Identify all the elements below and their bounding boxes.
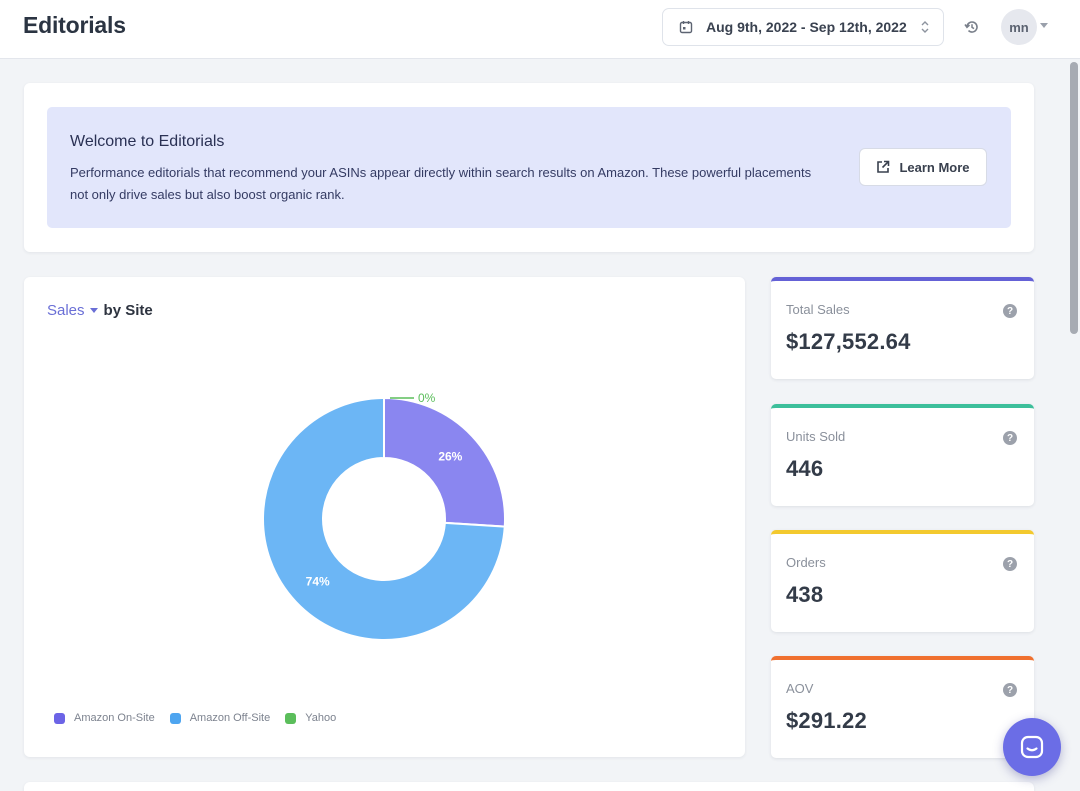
stat-value: 446 — [786, 456, 824, 481]
legend-item-amazon-on-site[interactable]: Amazon On-Site — [54, 712, 155, 724]
stat-card-aov: AOV $291.22? — [771, 656, 1034, 758]
welcome-title: Welcome to Editorials — [70, 133, 225, 150]
stat-label: Orders — [786, 555, 826, 570]
chart-heading: Sales by Site — [47, 302, 153, 319]
stat-label: Units Sold — [786, 429, 846, 444]
learn-more-button[interactable]: Learn More — [859, 148, 987, 186]
slice-label-amazon-on-site: 26% — [438, 450, 462, 464]
stat-value: 438 — [786, 582, 824, 607]
page-title: Editorials — [23, 12, 126, 38]
history-icon[interactable] — [963, 18, 981, 36]
user-avatar[interactable]: mn — [1001, 9, 1037, 45]
donut-slice-amazon-on-site[interactable] — [383, 396, 506, 528]
help-icon[interactable]: ? — [1003, 557, 1017, 571]
chat-launcher-button[interactable] — [1003, 718, 1061, 776]
up-down-chevron-icon — [921, 21, 929, 33]
caret-down-icon[interactable] — [1040, 23, 1048, 28]
chat-launcher-icon — [1020, 735, 1044, 759]
chart-legend: Amazon On-Site Amazon Off-Site Yahoo — [54, 712, 351, 724]
stat-value: $291.22 — [786, 708, 867, 733]
donut-slice-amazon-off-site[interactable] — [262, 396, 506, 641]
date-range-picker[interactable]: Aug 9th, 2022 - Sep 12th, 2022 — [662, 8, 944, 46]
help-icon[interactable]: ? — [1003, 304, 1017, 318]
legend-label: Amazon On-Site — [74, 712, 155, 724]
welcome-banner: Welcome to Editorials Performance editor… — [47, 107, 1011, 228]
legend-label: Yahoo — [305, 712, 337, 724]
stat-label: AOV — [786, 681, 814, 696]
metric-label: Sales — [47, 302, 85, 319]
welcome-description: Performance editorials that recommend yo… — [70, 165, 812, 202]
external-link-icon — [877, 160, 890, 173]
legend-swatch — [54, 712, 65, 724]
caret-down-icon — [89, 308, 98, 313]
legend-item-yahoo[interactable]: Yahoo — [285, 712, 336, 724]
top-header: Editorials Aug 9th, 2022 - Sep 12th, 202… — [0, 0, 1080, 59]
learn-more-label: Learn More — [899, 159, 970, 175]
date-range-text: Aug 9th, 2022 - Sep 12th, 2022 — [706, 19, 907, 35]
calendar-icon — [679, 21, 693, 34]
stat-card-units-sold: Units Sold 446? — [771, 404, 1034, 506]
sales-by-site-card: Sales by Site 26% 74% 0% Amazon On-Site Ama… — [24, 277, 745, 757]
stat-value: $127,552.64 — [786, 329, 911, 354]
stat-card-total-sales: Total Sales $127,552.64? — [771, 277, 1034, 379]
next-section-card — [24, 782, 1034, 791]
slice-label-yahoo: 0% — [418, 391, 436, 405]
donut-chart: 26% 74% 0% — [262, 391, 506, 641]
welcome-card: Welcome to Editorials Performance editor… — [24, 83, 1034, 252]
legend-label: Amazon Off-Site — [189, 712, 271, 724]
legend-item-amazon-off-site[interactable]: Amazon Off-Site — [169, 712, 271, 724]
legend-swatch — [285, 712, 297, 724]
scrollbar-thumb[interactable] — [1070, 62, 1078, 334]
stat-label: Total Sales — [786, 302, 850, 317]
metric-dropdown[interactable]: Sales — [47, 302, 104, 319]
chart-by-label: by Site — [103, 302, 153, 319]
help-icon[interactable]: ? — [1003, 683, 1017, 697]
slice-label-amazon-off-site: 74% — [306, 574, 330, 588]
stat-card-orders: Orders 438? — [771, 530, 1034, 632]
help-icon[interactable]: ? — [1003, 431, 1017, 445]
legend-swatch — [169, 712, 181, 724]
